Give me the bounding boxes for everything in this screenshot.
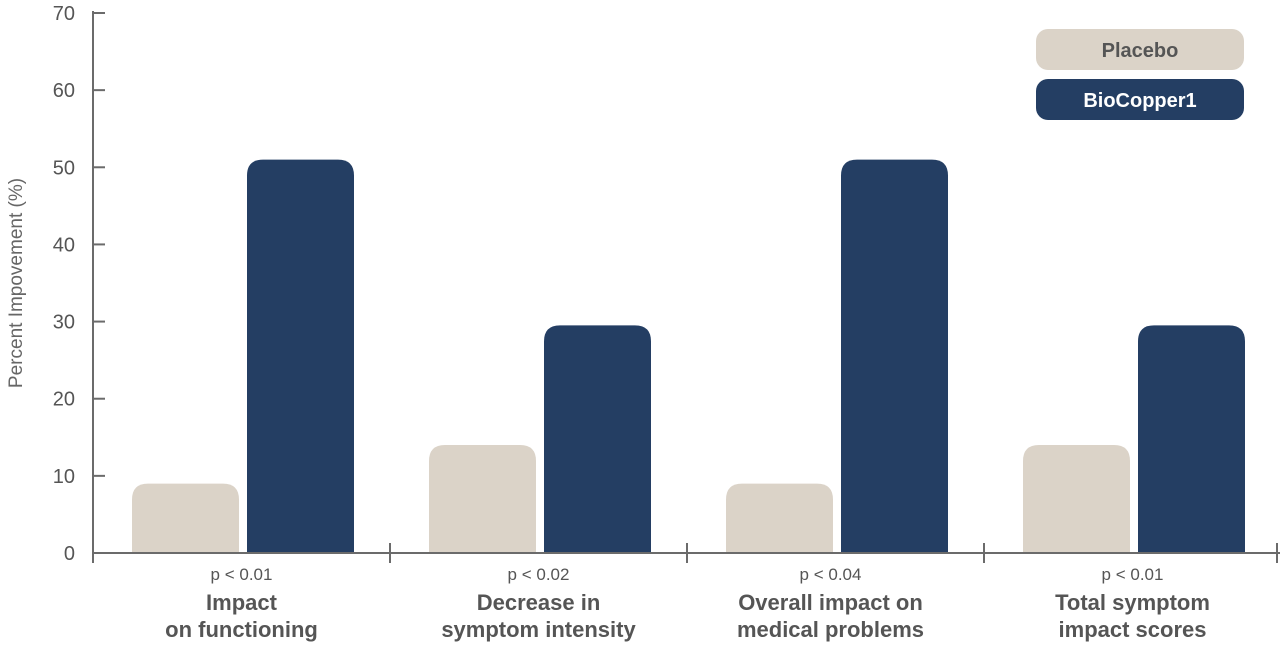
legend: Placebo BioCopper1 [1036,29,1244,120]
y-tick-label: 30 [53,312,75,334]
bar-placebo [726,483,833,552]
bar-biocopper1 [247,159,354,553]
category-label: medical problems [737,617,924,642]
category-label: impact scores [1059,617,1207,642]
y-tick-label: 20 [53,389,75,411]
category-label: Impact [206,590,278,615]
y-tick-label: 50 [53,157,75,179]
category-label: Decrease in [477,590,601,615]
bar-placebo [132,483,239,552]
p-value-label: p < 0.04 [800,565,862,584]
category-label: symptom intensity [441,617,636,642]
bar-biocopper1 [1138,325,1245,552]
y-axis-label: Percent Impovement (%) [6,178,27,388]
p-value-label: p < 0.02 [508,565,570,584]
bar-biocopper1 [841,159,948,553]
legend-label-biocopper1: BioCopper1 [1083,90,1196,112]
y-tick-label: 70 [53,3,75,25]
y-tick-label: 40 [53,234,75,256]
x-axis [93,543,1280,563]
y-axis: 0 10 20 30 40 50 60 70 [53,3,105,565]
y-tick-label: 60 [53,80,75,102]
bar-biocopper1 [544,325,651,552]
y-tick-label: 10 [53,466,75,488]
category-label: Overall impact on [738,590,923,615]
y-tick-label: 0 [64,543,75,565]
p-value-label: p < 0.01 [211,565,273,584]
bar-placebo [429,445,536,552]
p-value-label: p < 0.01 [1102,565,1164,584]
bars [132,159,1245,553]
bar-placebo [1023,445,1130,552]
category-label: on functioning [165,617,318,642]
legend-swatch-biocopper1 [1036,79,1244,120]
category-label: Total symptom [1055,590,1210,615]
legend-swatch-placebo [1036,29,1244,70]
legend-label-placebo: Placebo [1102,40,1179,62]
